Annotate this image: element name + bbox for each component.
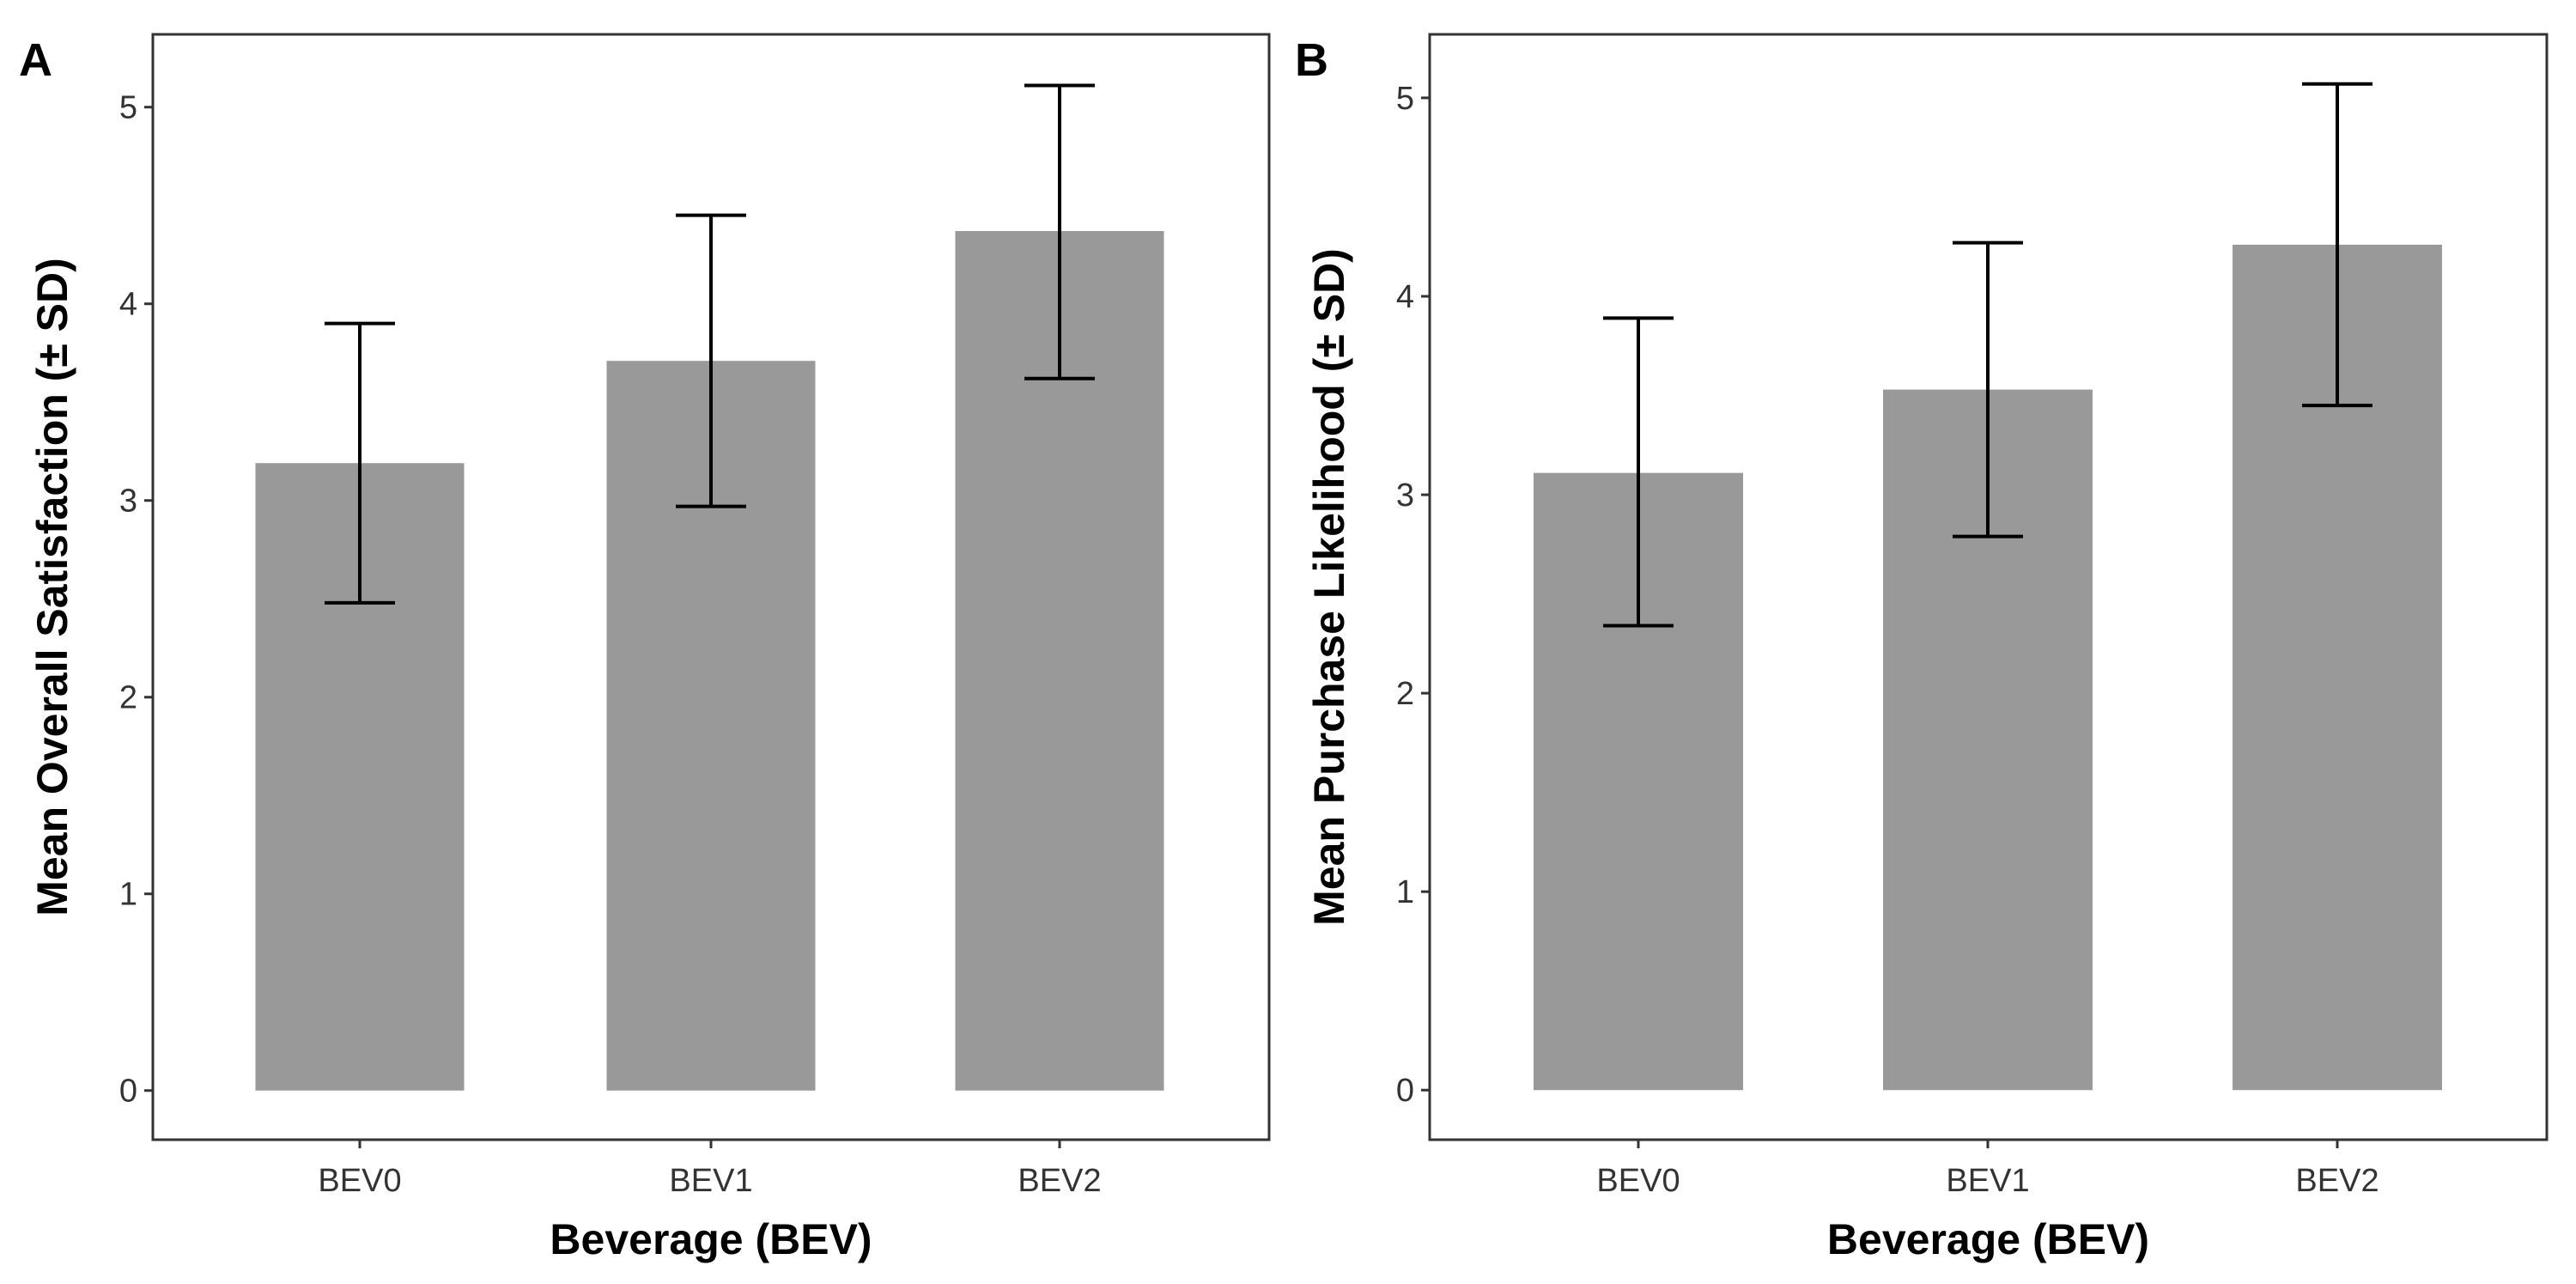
y-tick-label: 5: [1396, 81, 1414, 117]
error-bar: [1024, 83, 1095, 380]
x-tick-label: BEV0: [318, 1163, 401, 1199]
x-tick-label: BEV1: [669, 1163, 752, 1199]
y-tick-label: 1: [119, 877, 137, 913]
panel-label: B: [1295, 34, 1328, 86]
y-tick-label: 3: [1396, 478, 1414, 514]
y-tick-label: 5: [119, 90, 137, 126]
y-tick-label: 1: [1396, 874, 1414, 910]
y-tick-label: 3: [119, 484, 137, 520]
error-bar: [325, 321, 395, 605]
error-bar: [2302, 82, 2372, 408]
x-tick-label: BEV2: [2295, 1163, 2379, 1199]
y-tick-label: 2: [119, 680, 137, 716]
y-axis-title: Mean Purchase Likelihood (± SD): [1305, 248, 1353, 926]
x-axis-title: Beverage (BEV): [550, 1215, 872, 1263]
panel-b: 0 1 2 3 4 5 BEV0 BEV1 BEV2 Beverage (BEV) Mean Pur…: [1295, 33, 2549, 1263]
y-axis-title: Mean Overall Satisfaction (± SD): [28, 258, 76, 916]
panel-a: 0 1 2 3 4 5 BEV0 BEV1 BEV2 Beverage (BEV) Mean Ove…: [19, 33, 1271, 1263]
error-bar: [1603, 316, 1674, 628]
x-tick-label: BEV0: [1596, 1163, 1680, 1199]
x-tick-label: BEV2: [1018, 1163, 1101, 1199]
x-axis-title: Beverage (BEV): [1827, 1215, 2149, 1263]
panel-label: A: [19, 34, 52, 86]
y-tick-label: 4: [119, 287, 137, 323]
error-bar: [676, 213, 746, 508]
y-tick-label: 2: [1396, 676, 1414, 712]
x-tick-label: BEV1: [1946, 1163, 2029, 1199]
error-bar: [1953, 240, 2023, 539]
y-tick-label: 4: [1396, 279, 1414, 315]
y-tick-label: 0: [119, 1074, 137, 1110]
y-tick-label: 0: [1396, 1073, 1414, 1109]
